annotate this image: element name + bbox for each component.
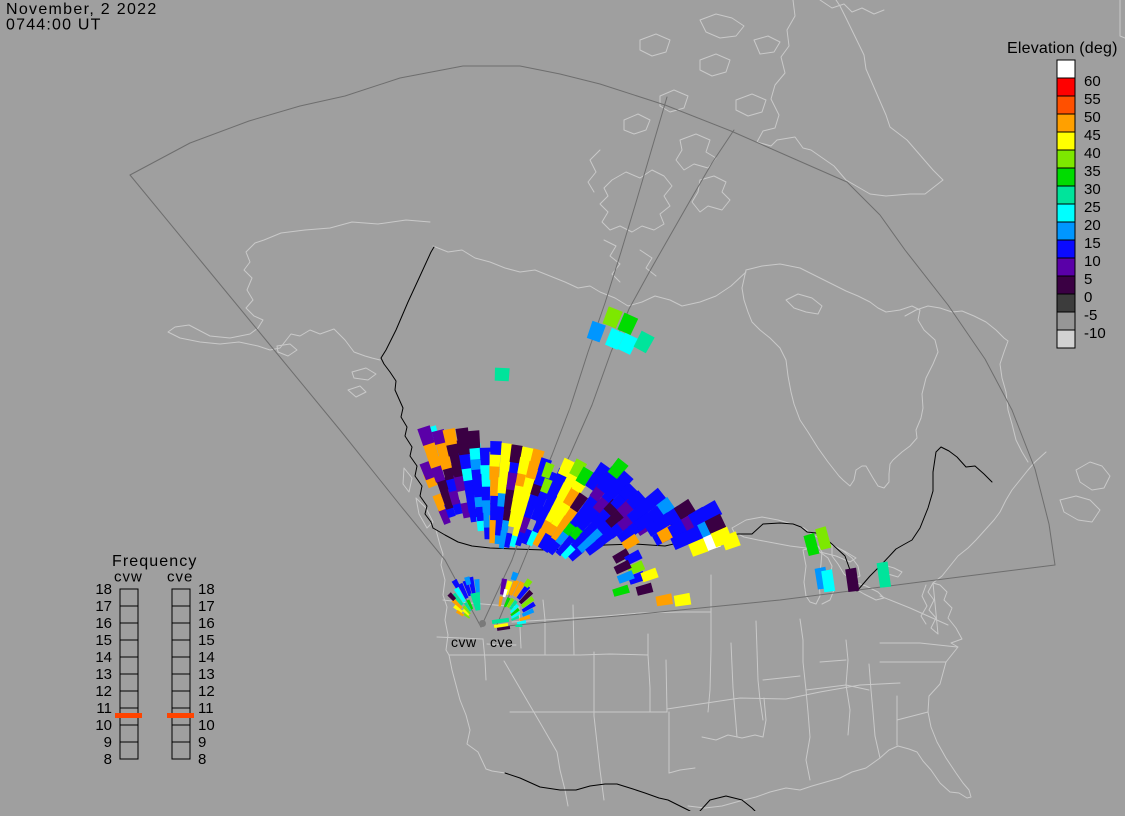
svg-text:8: 8 [104,751,112,768]
svg-text:cvw: cvw [114,569,143,586]
svg-text:cve: cve [167,569,193,586]
svg-text:16: 16 [198,615,215,632]
svg-text:-5: -5 [1084,307,1097,324]
svg-text:0: 0 [1084,289,1092,306]
svg-text:0744:00 UT: 0744:00 UT [6,17,102,34]
svg-text:13: 13 [95,666,112,683]
svg-text:45: 45 [1084,127,1101,144]
svg-text:17: 17 [95,598,112,615]
svg-text:13: 13 [198,666,215,683]
svg-text:16: 16 [95,615,112,632]
svg-text:9: 9 [104,734,112,751]
svg-text:25: 25 [1084,199,1101,216]
svg-text:55: 55 [1084,91,1101,108]
svg-text:5: 5 [1084,271,1092,288]
svg-text:60: 60 [1084,73,1101,90]
svg-text:15: 15 [1084,235,1101,252]
svg-text:cvw: cvw [451,634,477,650]
svg-text:12: 12 [95,683,112,700]
svg-text:10: 10 [1084,253,1101,270]
svg-text:12: 12 [198,683,215,700]
svg-text:Elevation (deg): Elevation (deg) [1007,40,1118,57]
svg-text:10: 10 [198,717,215,734]
svg-text:17: 17 [198,598,215,615]
svg-text:18: 18 [95,581,112,598]
svg-text:Frequency: Frequency [112,553,198,570]
svg-text:30: 30 [1084,181,1101,198]
svg-text:15: 15 [95,632,112,649]
svg-text:-10: -10 [1084,325,1106,342]
svg-text:50: 50 [1084,109,1101,126]
svg-text:9: 9 [198,734,206,751]
svg-text:35: 35 [1084,163,1101,180]
svg-text:11: 11 [198,700,214,717]
svg-text:cve: cve [490,634,513,650]
svg-text:14: 14 [198,649,215,666]
svg-text:11: 11 [96,700,112,717]
svg-text:18: 18 [198,581,215,598]
svg-text:8: 8 [198,751,206,768]
svg-text:November, 2 2022: November, 2 2022 [6,1,158,18]
svg-text:20: 20 [1084,217,1101,234]
svg-text:40: 40 [1084,145,1101,162]
svg-text:15: 15 [198,632,215,649]
svg-text:10: 10 [95,717,112,734]
svg-text:14: 14 [95,649,112,666]
